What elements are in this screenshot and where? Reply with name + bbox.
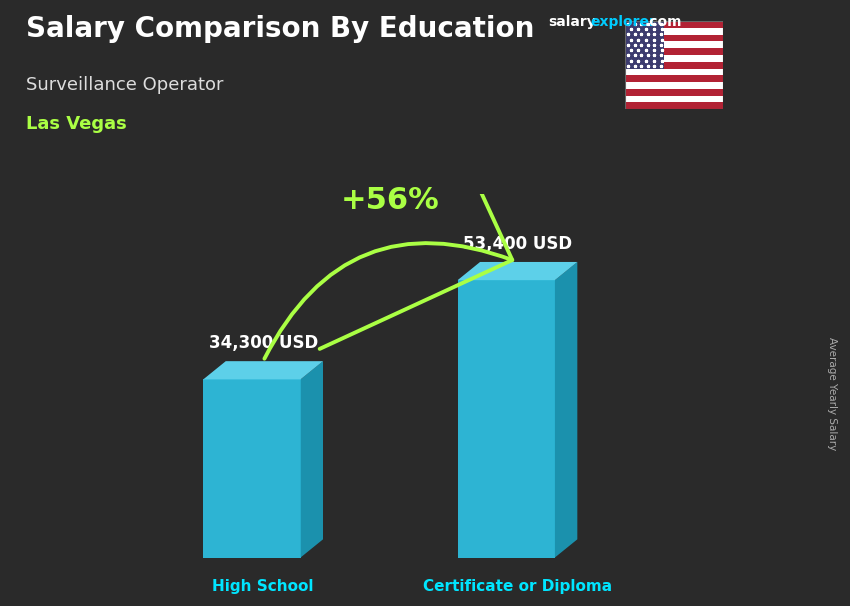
Text: .com: .com bbox=[644, 15, 682, 29]
Text: Las Vegas: Las Vegas bbox=[26, 115, 127, 133]
FancyArrowPatch shape bbox=[264, 67, 513, 359]
Bar bbox=[625, 55, 722, 62]
Bar bbox=[625, 68, 722, 75]
Bar bbox=[625, 48, 722, 55]
Bar bbox=[625, 62, 722, 68]
Polygon shape bbox=[203, 361, 323, 379]
Polygon shape bbox=[555, 262, 577, 558]
Text: 53,400 USD: 53,400 USD bbox=[463, 235, 572, 253]
Text: Surveillance Operator: Surveillance Operator bbox=[26, 76, 223, 94]
Text: explorer: explorer bbox=[591, 15, 656, 29]
Bar bbox=[625, 21, 664, 68]
Bar bbox=[625, 102, 722, 109]
Text: salary: salary bbox=[548, 15, 596, 29]
Bar bbox=[625, 89, 722, 96]
Polygon shape bbox=[457, 280, 555, 558]
Text: Salary Comparison By Education: Salary Comparison By Education bbox=[26, 15, 534, 43]
Polygon shape bbox=[457, 262, 577, 280]
Text: Average Yearly Salary: Average Yearly Salary bbox=[827, 338, 837, 450]
Bar bbox=[625, 21, 722, 28]
Text: +56%: +56% bbox=[341, 185, 439, 215]
Text: High School: High School bbox=[212, 579, 314, 594]
Bar bbox=[625, 41, 722, 48]
Bar bbox=[625, 75, 722, 82]
Bar bbox=[625, 35, 722, 41]
Text: 34,300 USD: 34,300 USD bbox=[208, 334, 318, 352]
Bar bbox=[625, 82, 722, 89]
Polygon shape bbox=[301, 361, 323, 558]
Text: Certificate or Diploma: Certificate or Diploma bbox=[423, 579, 612, 594]
Bar bbox=[625, 28, 722, 35]
Polygon shape bbox=[203, 379, 301, 558]
Bar bbox=[625, 96, 722, 102]
